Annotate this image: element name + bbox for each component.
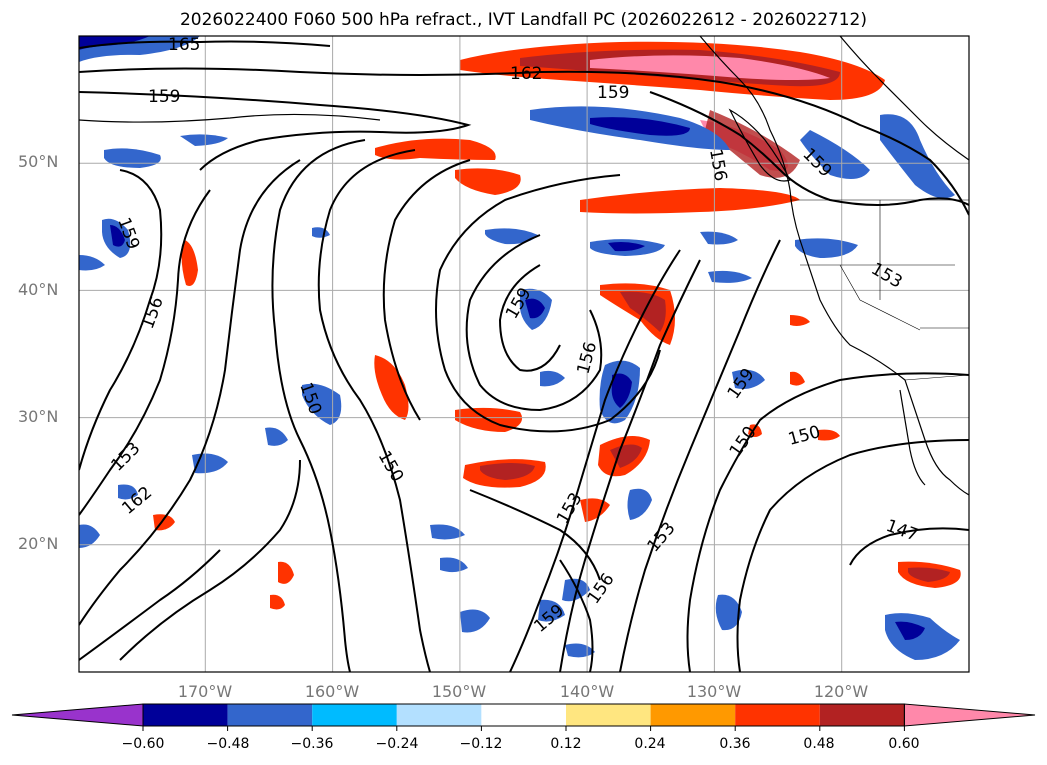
- lon-label-150w: 150°W: [431, 682, 487, 701]
- colorbar-tick-label: −0.12: [459, 736, 503, 752]
- lat-label-20n: 20°N: [18, 534, 59, 553]
- colorbar-tick-label: 0.36: [719, 736, 751, 752]
- lat-label-40n: 40°N: [18, 280, 59, 299]
- political-borders: [790, 199, 969, 381]
- height-contours: [79, 40, 969, 672]
- lat-label-30n: 30°N: [18, 407, 59, 426]
- contour-label: 159: [597, 83, 629, 103]
- colorbar-tick-label: 0.24: [634, 736, 666, 752]
- colorbar-tick-label: −0.48: [206, 736, 250, 752]
- lat-label-50n: 50°N: [18, 152, 59, 171]
- lon-label-130w: 130°W: [686, 682, 742, 701]
- colorbar-cell: [566, 704, 651, 726]
- colorbar-cell: [312, 704, 397, 726]
- colorbar-tick-label: −0.60: [121, 736, 165, 752]
- colorbar-cell: [735, 704, 820, 726]
- graticule-grid: [79, 36, 969, 672]
- lon-label-140w: 140°W: [559, 682, 615, 701]
- colorbar-frame: [142, 703, 905, 727]
- colorbar-cell: [396, 704, 482, 726]
- colorbar-cell: [143, 704, 228, 726]
- map-frame: [78, 35, 970, 673]
- map-background: [79, 36, 969, 672]
- colorbar-cell: [819, 704, 905, 726]
- colorbar-extend-max: [903, 703, 1036, 727]
- lon-label-170w: 170°W: [177, 682, 233, 701]
- contour-label: 159: [148, 87, 180, 107]
- colorbar-extend-min: [11, 703, 144, 727]
- lon-label-160w: 160°W: [304, 682, 360, 701]
- colorbar-tick-label: 0.60: [888, 736, 920, 752]
- colorbar-cell: [650, 704, 736, 726]
- colorbar: [11, 703, 1036, 731]
- colorbar-cell: [227, 704, 313, 726]
- colorbar-cell: [481, 704, 566, 726]
- colorbar-tick-label: −0.24: [375, 736, 419, 752]
- colorbar-tick-label: −0.36: [290, 736, 334, 752]
- shaded-anomaly-regions: [79, 36, 961, 660]
- colorbar-tick-label: 0.12: [550, 736, 582, 752]
- lon-label-120w: 120°W: [813, 682, 869, 701]
- map-title: 2026022400 F060 500 hPa refract., IVT La…: [179, 10, 867, 30]
- contour-label: 162: [510, 64, 542, 84]
- contour-label: 165: [168, 35, 200, 55]
- colorbar-tick-label: 0.48: [803, 736, 835, 752]
